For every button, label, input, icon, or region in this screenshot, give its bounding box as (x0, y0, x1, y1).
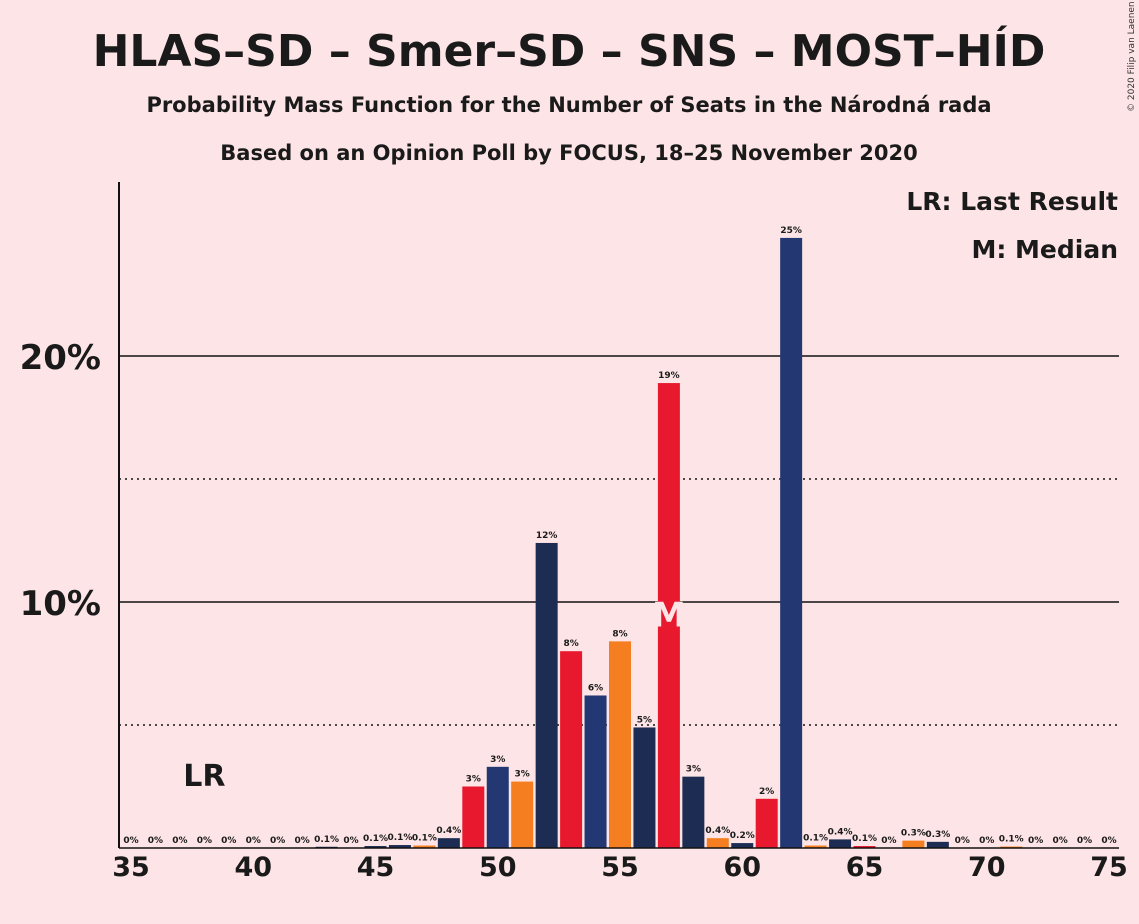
bar-label-seat-41: 0% (270, 836, 285, 846)
bar-label-seat-43: 0.1% (314, 835, 339, 845)
bar-label-seat-38: 0% (197, 836, 212, 846)
bar-label-seat-48: 0.4% (436, 826, 461, 836)
x-tick-75: 75 (1090, 852, 1128, 883)
bar-label-seat-59: 0.4% (705, 826, 730, 836)
bar-seat-60 (731, 843, 754, 848)
bar-seat-58 (682, 776, 705, 848)
copyright-note: © 2020 Filip van Laenen (1127, 1, 1137, 112)
bar-label-seat-66: 0% (881, 836, 896, 846)
bar-label-seat-49: 3% (466, 775, 481, 785)
bar-seat-49 (462, 786, 485, 848)
x-tick-70: 70 (968, 852, 1006, 883)
bar-seat-68 (926, 841, 949, 848)
y-tick-20: 20% (20, 338, 101, 378)
bar-seat-57 (657, 383, 680, 848)
bar-label-seat-57: 19% (658, 371, 680, 381)
x-tick-55: 55 (601, 852, 639, 883)
bar-label-seat-45: 0.1% (363, 834, 388, 844)
bar-label-seat-51: 3% (515, 770, 530, 780)
x-tick-35: 35 (112, 852, 150, 883)
bar-seat-65 (853, 846, 876, 848)
last-result-marker: LR (183, 759, 225, 794)
bar-label-seat-53: 8% (563, 639, 578, 649)
bar-label-seat-44: 0% (343, 836, 358, 846)
bar-seat-48 (437, 838, 460, 848)
bar-seat-52 (535, 542, 558, 848)
x-tick-65: 65 (846, 852, 884, 883)
bar-label-seat-64: 0.4% (828, 827, 853, 837)
bar-seat-63 (804, 845, 827, 848)
bar-label-seat-37: 0% (172, 836, 187, 846)
bar-label-seat-69: 0% (955, 836, 970, 846)
bar-seat-51 (511, 781, 534, 848)
bar-label-seat-72: 0% (1028, 836, 1043, 846)
bar-label-seat-67: 0.3% (901, 829, 926, 839)
bar-label-seat-74: 0% (1077, 836, 1092, 846)
bar-label-seat-70: 0% (979, 836, 994, 846)
bar-label-seat-65: 0.1% (852, 834, 877, 844)
x-tick-50: 50 (479, 852, 517, 883)
y-axis-ticks: 10% 20% (20, 338, 101, 624)
y-tick-10: 10% (20, 584, 101, 624)
bar-label-seat-40: 0% (246, 836, 261, 846)
bar-seat-61 (755, 798, 778, 848)
bars (315, 237, 1023, 849)
chart-title: HLAS–SD – Smer–SD – SNS – MOST–HÍD (93, 24, 1046, 77)
bar-label-seat-36: 0% (148, 836, 163, 846)
bar-label-seat-58: 3% (686, 765, 701, 775)
bar-label-seat-56: 5% (637, 715, 652, 725)
bar-seat-54 (584, 695, 607, 848)
x-tick-45: 45 (357, 852, 395, 883)
bar-seat-67 (902, 840, 925, 848)
median-marker: M (652, 595, 686, 635)
bar-label-seat-71: 0.1% (999, 835, 1024, 845)
x-tick-60: 60 (723, 852, 761, 883)
chart-subtitle: Probability Mass Function for the Number… (146, 93, 991, 117)
bar-seat-56 (633, 727, 656, 848)
bar-seat-45 (364, 846, 387, 848)
bar-label-seat-47: 0.1% (412, 834, 437, 844)
bar-label-seat-73: 0% (1052, 836, 1067, 846)
bar-label-seat-52: 12% (536, 531, 558, 541)
legend-median: M: Median (971, 235, 1118, 264)
bar-label-seat-35: 0% (123, 836, 138, 846)
legend-last-result: LR: Last Result (906, 187, 1118, 216)
bar-label-seat-61: 2% (759, 787, 774, 797)
bar-seat-62 (780, 237, 803, 849)
bar-label-seat-50: 3% (490, 755, 505, 765)
bar-labels: 0% 0% 0% 0% 0% 0% 0% 0% 0.1% 0% 0.1% 0.1% 0.1%0.4%3%… (123, 226, 1116, 846)
bar-label-seat-60: 0.2% (730, 831, 755, 841)
bar-seat-50 (486, 766, 509, 848)
bar-label-seat-75: 0% (1101, 836, 1116, 846)
bar-seat-64 (829, 839, 852, 848)
bar-label-seat-63: 0.1% (803, 834, 828, 844)
bar-label-seat-54: 6% (588, 683, 603, 693)
bar-label-seat-42: 0% (295, 836, 310, 846)
bar-label-seat-68: 0.3% (925, 830, 950, 840)
x-axis-ticks: 35 40 45 50 55 60 65 70 75 (112, 852, 1128, 883)
bar-seat-55 (609, 641, 631, 848)
bar-label-seat-46: 0.1% (387, 833, 412, 843)
bar-label-seat-55: 8% (612, 629, 627, 639)
bar-seat-47 (413, 845, 436, 848)
bar-seat-46 (388, 845, 411, 848)
bar-label-seat-62: 25% (780, 226, 802, 236)
bar-seat-53 (560, 651, 583, 848)
x-tick-40: 40 (234, 852, 272, 883)
chart-subtitle-poll: Based on an Opinion Poll by FOCUS, 18–25… (220, 141, 917, 165)
bar-seat-59 (706, 838, 729, 848)
bar-label-seat-39: 0% (221, 836, 236, 846)
